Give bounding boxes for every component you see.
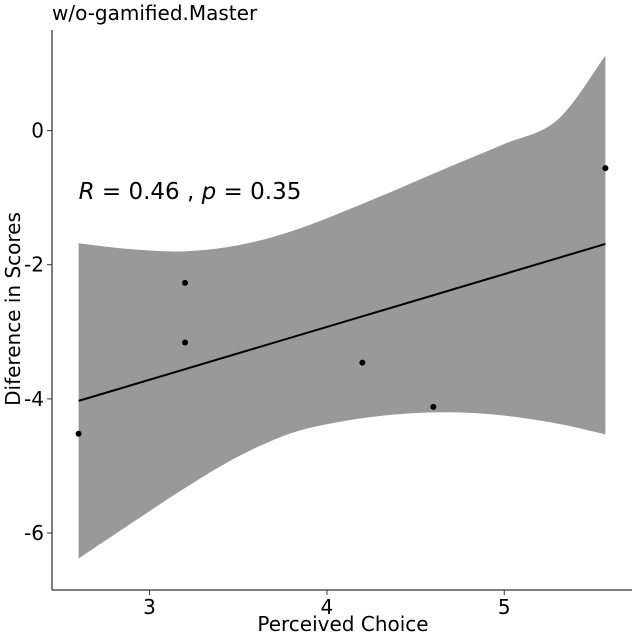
x-tick-label: 5 [498,595,511,619]
data-point [75,430,82,437]
annotation-r-value: = 0.46 , [95,179,202,205]
data-point [430,403,437,410]
data-point [182,279,189,286]
y-tick-label: -4 [24,387,44,411]
axes-layer: 3 4 5 0 -2 -4 -6 [24,30,632,619]
data-point [182,339,189,346]
correlation-annotation: R = 0.46 , p = 0.35 [79,179,302,205]
x-tick-label: 4 [321,595,334,619]
y-tick-label: -6 [24,521,44,545]
annotation-r-label: R [79,179,95,205]
x-tick-label: 3 [143,595,156,619]
y-axis-label: Diference in Scores [1,212,25,406]
data-points-layer [75,165,609,437]
x-axis-label: Perceived Choice [257,612,428,636]
y-tick-label: -2 [24,253,44,277]
y-tick-label: 0 [31,119,44,143]
chart-title: w/o-gamified.Master [52,1,258,25]
confidence-band-layer [78,55,606,559]
confidence-band [78,55,606,559]
regression-line-layer [78,242,606,402]
regression-line [78,242,606,402]
annotation-p-value: = 0.35 [216,179,301,205]
annotation-p-label: p [201,179,217,205]
data-point [602,165,609,172]
data-point [359,359,366,366]
